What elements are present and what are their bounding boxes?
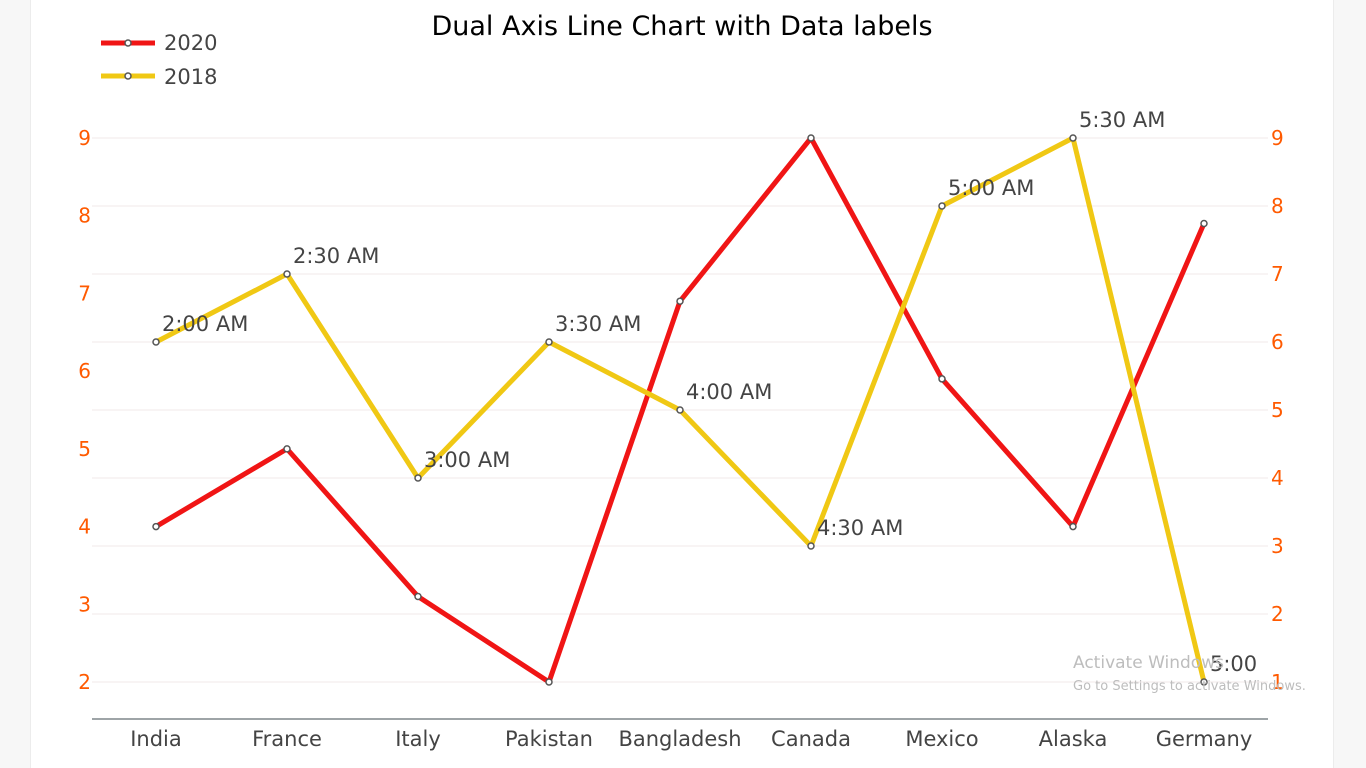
data-label: 3:30 AM bbox=[555, 312, 641, 336]
x-tick-label: Alaska bbox=[1039, 727, 1108, 751]
legend-marker-2020 bbox=[124, 39, 132, 47]
x-tick-label: France bbox=[252, 727, 322, 751]
y-right-tick-label: 4 bbox=[1271, 466, 1284, 490]
chart-title: Dual Axis Line Chart with Data labels bbox=[431, 11, 932, 42]
watermark-line-2: Go to Settings to activate Windows. bbox=[1073, 679, 1306, 694]
y-right-tick-label: 9 bbox=[1271, 126, 1284, 150]
data-label: 5:00 bbox=[1210, 652, 1257, 676]
y-left-tick-label: 6 bbox=[78, 359, 91, 383]
y-left-tick-label: 2 bbox=[78, 670, 91, 694]
os-watermark: Activate Windows Go to Settings to activ… bbox=[1073, 653, 1306, 694]
y-right-tick-label: 6 bbox=[1271, 330, 1284, 354]
y-left-tick-label: 9 bbox=[78, 126, 91, 150]
legend-item-2020[interactable]: 2020 bbox=[101, 31, 217, 55]
x-tick-label: Canada bbox=[771, 727, 851, 751]
x-tick-label: India bbox=[130, 727, 182, 751]
series-lines bbox=[152, 134, 1208, 686]
y-left-tick-label: 5 bbox=[78, 437, 91, 461]
data-point-2018 bbox=[1069, 134, 1077, 142]
data-label: 5:30 AM bbox=[1079, 108, 1165, 132]
data-label: 2:30 AM bbox=[293, 244, 379, 268]
data-point-2020 bbox=[414, 592, 422, 601]
legend-label-2020: 2020 bbox=[164, 31, 217, 55]
y-left-tick-label: 4 bbox=[78, 515, 91, 539]
data-point-2020 bbox=[1200, 219, 1208, 228]
y-right-tick-label: 5 bbox=[1271, 398, 1284, 422]
y-right-tick-label: 3 bbox=[1271, 534, 1284, 558]
data-point-2020 bbox=[283, 445, 291, 453]
y-left-tick-label: 8 bbox=[78, 204, 91, 228]
x-tick-label: Italy bbox=[395, 727, 441, 751]
data-labels: 2:00 AM 2:30 AM 3:00 AM 3:30 AM 4:00 AM 4:30 … bbox=[162, 108, 1257, 676]
data-point-2020 bbox=[545, 678, 553, 686]
data-point-2018 bbox=[938, 202, 946, 210]
data-label: 5:00 AM bbox=[948, 176, 1034, 200]
data-point-2018 bbox=[152, 338, 160, 346]
data-label: 2:00 AM bbox=[162, 312, 248, 336]
data-point-2018 bbox=[1200, 678, 1208, 686]
data-point-2018 bbox=[414, 474, 422, 482]
y-left-tick-label: 3 bbox=[78, 592, 91, 616]
data-point-2018 bbox=[676, 406, 684, 414]
x-tick-label: Germany bbox=[1156, 727, 1253, 751]
data-point-2018 bbox=[807, 542, 815, 550]
x-tick-label: Pakistan bbox=[505, 727, 593, 751]
data-point-2020 bbox=[152, 522, 160, 531]
chart-panel bbox=[30, 0, 1334, 768]
data-point-2020 bbox=[1069, 522, 1077, 531]
y-right-tick-label: 2 bbox=[1271, 602, 1284, 626]
y-left-tick-label: 7 bbox=[78, 281, 91, 305]
legend-item-2018[interactable]: 2018 bbox=[101, 65, 217, 89]
data-label: 4:00 AM bbox=[686, 380, 772, 404]
data-point-2020 bbox=[676, 297, 684, 305]
legend-label-2018: 2018 bbox=[164, 65, 217, 89]
data-label: 4:30 AM bbox=[817, 516, 903, 540]
y-right-tick-label: 1 bbox=[1271, 670, 1284, 694]
data-point-2018 bbox=[283, 270, 291, 278]
data-label: 3:00 AM bbox=[424, 448, 510, 472]
data-point-2020 bbox=[807, 134, 815, 142]
y-right-tick-label: 8 bbox=[1271, 194, 1284, 218]
legend[interactable]: 2020 2018 bbox=[101, 31, 217, 89]
legend-marker-2018 bbox=[124, 72, 132, 80]
y-right-tick-label: 7 bbox=[1271, 262, 1284, 286]
data-point-2020 bbox=[938, 375, 946, 383]
axes: 2 3 4 5 6 7 8 9 1 2 3 4 5 6 7 8 9 India France Italy Pakista… bbox=[78, 126, 1283, 751]
data-point-2018 bbox=[545, 338, 553, 346]
x-tick-label: Bangladesh bbox=[618, 727, 741, 751]
x-tick-label: Mexico bbox=[905, 727, 978, 751]
watermark-line-1: Activate Windows bbox=[1073, 653, 1224, 673]
